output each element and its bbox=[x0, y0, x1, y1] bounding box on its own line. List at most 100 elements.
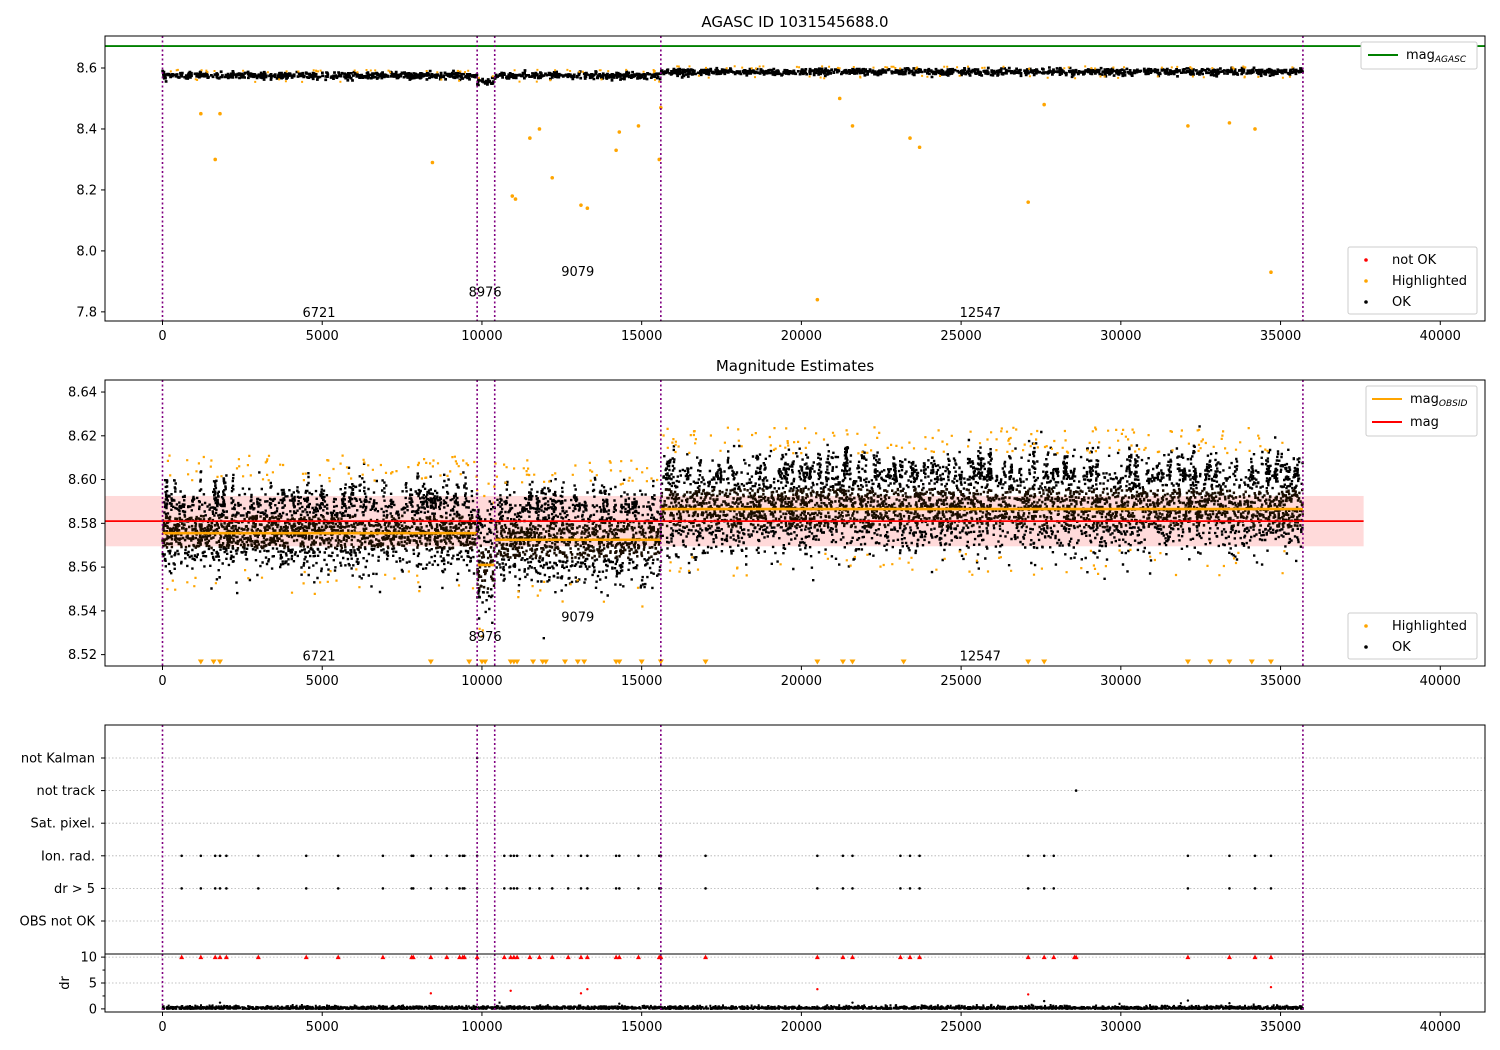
y-tick-label-0: 8.52 bbox=[68, 648, 97, 663]
legend-not-ok-label: not OK bbox=[1392, 253, 1437, 268]
flag-point-3-36 bbox=[899, 854, 902, 858]
y-tick-label-1: 8.0 bbox=[76, 244, 97, 259]
flag-point-3-42 bbox=[1186, 854, 1190, 858]
y-tick-label-4: 8.60 bbox=[68, 473, 97, 488]
highlighted-point-1 bbox=[213, 157, 218, 162]
offscale-marker-6 bbox=[482, 659, 489, 665]
dr-capped-marker-16 bbox=[474, 954, 480, 960]
flag-point-3-28 bbox=[618, 854, 621, 858]
figure-title: AGASC ID 1031545688.0 bbox=[701, 13, 888, 31]
dr-mid-point-11 bbox=[1186, 999, 1190, 1002]
dr-capped-marker-17 bbox=[501, 954, 507, 960]
dr-capped-marker-8 bbox=[380, 954, 386, 960]
flag-point-4-42 bbox=[1186, 887, 1190, 890]
legend-mag-obsid-subscript: OBSID bbox=[1439, 399, 1468, 409]
legend-mag-agasc-label: mag bbox=[1406, 48, 1435, 63]
flag-point-3-1 bbox=[199, 854, 203, 858]
highlighted-fringe-obs-0 bbox=[169, 68, 470, 83]
highlighted-fringe-2-obs-3 bbox=[659, 426, 1286, 577]
dr-capped-marker-37 bbox=[907, 954, 913, 960]
panel-magnitude-timeline: AGASC ID 1031545688.0 67218976907912547 … bbox=[76, 13, 1486, 344]
flag-point-4-18 bbox=[509, 887, 512, 890]
offscale-marker-30 bbox=[1248, 659, 1255, 665]
flag-point-3-6 bbox=[304, 854, 308, 858]
dr-capped-marker-33 bbox=[814, 954, 820, 960]
flag-point-3-5 bbox=[257, 854, 260, 858]
legend-ok-label: OK bbox=[1392, 295, 1411, 310]
axes-ticks-middle: 0 5000 10000 15000 20000 25000 30000 35000 40000… bbox=[68, 386, 1461, 689]
highlighted-point-9 bbox=[579, 203, 583, 207]
dr-capped-marker-7 bbox=[335, 954, 341, 960]
flag-point-3-25 bbox=[579, 854, 583, 858]
highlighted-fringe-2-obs-0 bbox=[166, 454, 478, 595]
x-tick-label-35000: 35000 bbox=[1260, 1020, 1301, 1035]
flag-point-3-13 bbox=[458, 854, 461, 858]
y-tick-label-2: 8.56 bbox=[68, 561, 97, 576]
flag-point-3-40 bbox=[1042, 854, 1046, 858]
svg-text:magOBSID: magOBSID bbox=[1410, 392, 1468, 409]
panel-dr: 0 5000 10000 15000 20000 25000 30000 35000 40000… bbox=[58, 951, 1486, 1035]
obsid-label-9079: 9079 bbox=[561, 265, 594, 280]
highlighted-fringe-2-obs-1 bbox=[476, 482, 496, 638]
legend-mag-label: mag bbox=[1410, 415, 1439, 430]
highlighted-fringe-2-obs-2 bbox=[494, 459, 659, 608]
flag-point-3-33 bbox=[816, 854, 819, 858]
plot-area-flags bbox=[105, 725, 1485, 954]
obsid-label-8976: 8976 bbox=[469, 630, 502, 645]
x-tick-label-25000: 25000 bbox=[940, 1020, 981, 1035]
flag-point-3-23 bbox=[550, 854, 554, 858]
dr-capped-marker-20 bbox=[514, 954, 520, 960]
flag-label-4: dr > 5 bbox=[54, 882, 95, 897]
dr-capped-marker-13 bbox=[457, 954, 463, 960]
plot-area-top: 6721 8976 9079 12547 bbox=[105, 36, 1485, 321]
highlighted-point-22 bbox=[1042, 102, 1046, 107]
legend-mag-agasc-subscript: AGASC bbox=[1434, 55, 1467, 65]
dr-mid-point-7 bbox=[218, 1001, 222, 1004]
x-tick-label-0: 0 bbox=[158, 329, 166, 344]
dr-mid-point-0 bbox=[429, 992, 433, 995]
obsid-label-12547: 12547 bbox=[960, 650, 1001, 665]
flag-point-4-39 bbox=[1026, 887, 1030, 890]
flag-point-3-43 bbox=[1228, 854, 1231, 858]
offscale-marker-4 bbox=[466, 659, 473, 665]
dr-mid-point-9 bbox=[851, 1001, 854, 1004]
x-tick-label-20000: 20000 bbox=[781, 674, 822, 689]
dr-capped-marker-10 bbox=[410, 954, 416, 960]
dr-capped-marker-26 bbox=[584, 954, 590, 960]
highlighted-point-11 bbox=[614, 148, 618, 153]
flag-point-3-34 bbox=[841, 854, 845, 858]
dr-mid-point-6 bbox=[1269, 985, 1273, 989]
flag-point-3-3 bbox=[218, 854, 222, 858]
x-tick-label-35000: 35000 bbox=[1260, 329, 1301, 344]
dr-capped-marker-0 bbox=[179, 954, 185, 960]
offscale-marker-0 bbox=[197, 659, 204, 665]
flag-point-4-38 bbox=[918, 887, 921, 890]
ok-points-obs-0 bbox=[161, 69, 479, 83]
offscale-marker-17 bbox=[616, 659, 623, 665]
highlighted-point-15 bbox=[659, 105, 663, 110]
flag-point-3-22 bbox=[538, 854, 541, 858]
flag-point-4-33 bbox=[816, 887, 819, 890]
legend-highlighted-label: Highlighted bbox=[1392, 274, 1467, 289]
ok-points-obs-1 bbox=[476, 76, 495, 87]
flag-point-4-3 bbox=[218, 887, 222, 890]
flag-point-3-8 bbox=[381, 854, 385, 858]
plot-area-dr bbox=[105, 954, 1485, 1012]
ok-outer-obs-3 bbox=[659, 425, 1304, 582]
obsid-label-6721: 6721 bbox=[302, 306, 335, 321]
flag-point-3-38 bbox=[918, 854, 921, 858]
flag-point-4-37 bbox=[908, 887, 912, 890]
dr-capped-marker-24 bbox=[565, 954, 571, 960]
flag-point-4-26 bbox=[586, 887, 589, 890]
highlighted-fringe-obs-2 bbox=[513, 68, 661, 83]
offscale-marker-13 bbox=[562, 659, 568, 665]
flag-point-4-22 bbox=[538, 887, 541, 890]
ok-core-obs-0 bbox=[161, 514, 479, 550]
flag-label-2: Sat. pixel. bbox=[31, 817, 95, 832]
dr-capped-marker-38 bbox=[917, 954, 923, 960]
dr-capped-marker-43 bbox=[1073, 954, 1079, 960]
panel-subtitle: Magnitude Estimates bbox=[716, 357, 874, 375]
offscale-marker-9 bbox=[514, 659, 521, 665]
panel-magnitude-estimates: Magnitude Estimates 6721 8976 9079 12547 0 5… bbox=[68, 357, 1486, 689]
y-tick-label-6: 8.64 bbox=[68, 386, 97, 401]
